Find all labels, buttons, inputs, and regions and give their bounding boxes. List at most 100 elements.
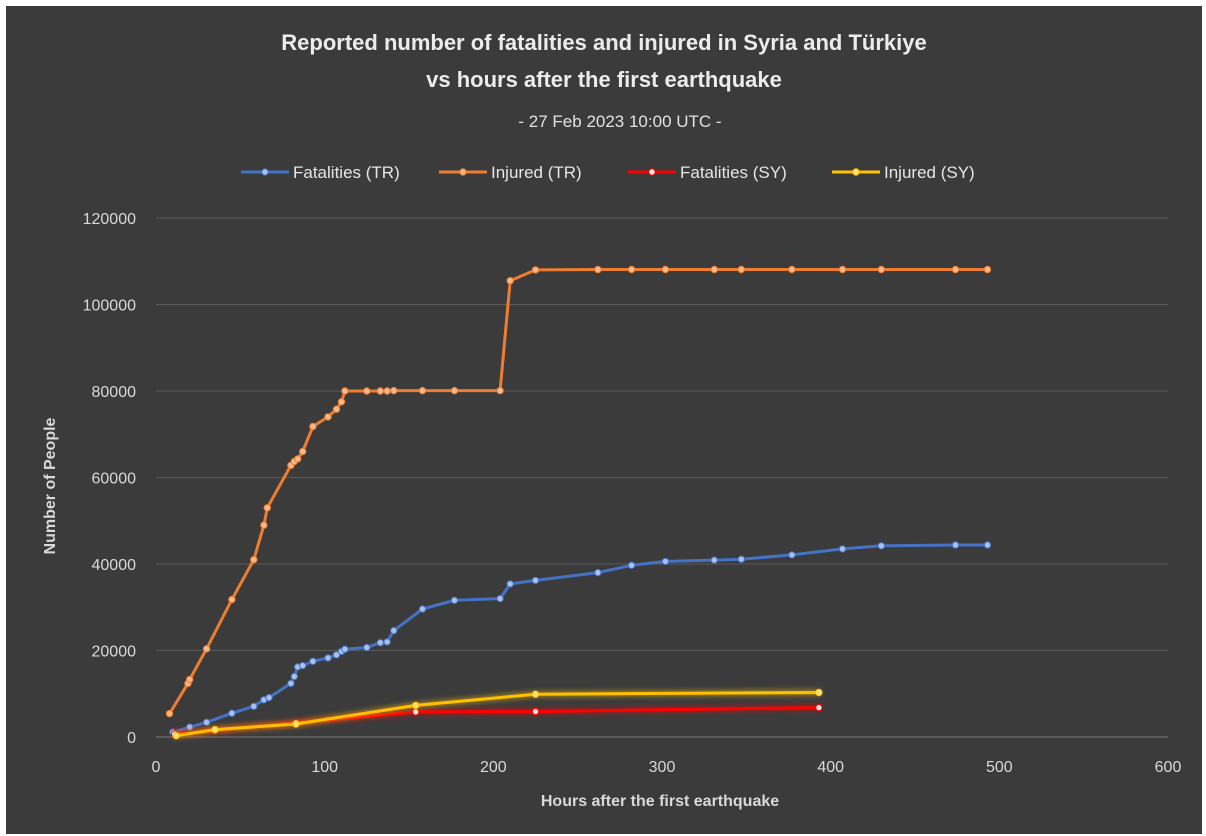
data-point: [265, 693, 273, 702]
data-point: [661, 265, 670, 274]
data-point: [788, 551, 796, 559]
gridlines: [156, 217, 1168, 738]
data-point: [383, 387, 391, 395]
data-point: [172, 732, 180, 740]
x-tick-label: 100: [311, 759, 338, 776]
data-point: [383, 638, 391, 646]
data-point: [186, 675, 194, 684]
data-point: [983, 265, 992, 274]
y-tick-label: 120000: [83, 211, 136, 228]
data-point: [337, 398, 346, 406]
data-point: [418, 386, 427, 395]
chart-title-line-2: vs hours after the first earthquake: [426, 67, 782, 92]
legend: Fatalities (TR) Injured (TR) Fatalities (S…: [241, 163, 975, 182]
series-fatalities-tr: [169, 541, 992, 736]
data-point: [661, 557, 670, 566]
data-point: [228, 709, 236, 717]
data-point: [531, 576, 540, 585]
series-injured-tr: [165, 265, 992, 718]
data-point: [838, 265, 847, 274]
data-point: [228, 595, 236, 604]
data-point: [815, 688, 823, 697]
data-point: [710, 556, 718, 564]
data-point: [496, 386, 504, 395]
x-tick-label: 500: [986, 759, 1013, 776]
data-point: [250, 556, 258, 564]
data-point: [341, 645, 349, 653]
series-line: [168, 268, 989, 716]
data-point: [450, 596, 459, 604]
data-point: [531, 707, 540, 716]
x-tick-label: 0: [152, 759, 161, 776]
data-point: [506, 277, 514, 285]
legend-marker: [261, 168, 269, 176]
data-point: [211, 725, 219, 734]
data-point: [299, 447, 307, 456]
data-point: [332, 405, 341, 413]
chart-subtitle: - 27 Feb 2023 10:00 UTC -: [518, 112, 721, 131]
series-injured-sy: [172, 688, 823, 740]
data-point: [815, 703, 823, 712]
chart-panel: Reported number of fatalities and injure…: [6, 6, 1202, 834]
data-point: [263, 504, 271, 512]
data-point: [627, 561, 636, 569]
data-point: [260, 521, 268, 529]
x-tick-label: 300: [649, 759, 676, 776]
series-layer: [165, 265, 992, 740]
y-axis-title: Number of People: [42, 417, 59, 554]
data-point: [250, 702, 258, 710]
legend-label: Fatalities (TR): [293, 163, 400, 182]
data-point: [390, 626, 398, 635]
data-point: [983, 541, 992, 549]
data-point: [531, 266, 540, 274]
data-point: [390, 386, 398, 395]
data-point: [363, 387, 371, 395]
legend-marker: [648, 168, 656, 176]
data-point: [838, 545, 847, 553]
series-fatalities-sy: [170, 703, 823, 738]
legend-marker: [852, 168, 860, 176]
data-point: [363, 643, 371, 652]
data-point: [292, 720, 300, 728]
data-point: [496, 594, 504, 603]
data-point: [332, 651, 341, 659]
data-point: [324, 413, 332, 421]
data-point: [287, 679, 295, 688]
data-point: [450, 386, 459, 395]
y-tick-label: 0: [127, 730, 136, 747]
legend-label: Injured (SY): [884, 163, 975, 182]
data-point: [951, 541, 960, 549]
y-tick-label: 40000: [92, 557, 137, 574]
data-point: [202, 718, 211, 726]
data-point: [165, 709, 174, 718]
y-tick-label: 100000: [83, 298, 136, 315]
data-point: [299, 661, 307, 670]
data-point: [737, 555, 745, 563]
y-tick-label: 60000: [92, 471, 137, 488]
series-line: [171, 543, 989, 734]
data-point: [376, 387, 384, 395]
data-point: [309, 422, 317, 431]
data-point: [341, 387, 349, 395]
line-chart: Reported number of fatalities and injure…: [42, 30, 1182, 810]
data-point: [506, 580, 514, 588]
data-point: [531, 690, 540, 698]
data-point: [877, 265, 885, 274]
x-tick-label: 600: [1155, 759, 1182, 776]
data-point: [418, 605, 427, 613]
data-point: [594, 265, 602, 274]
x-tick-label: 200: [480, 759, 507, 776]
data-point: [412, 708, 420, 716]
data-point: [788, 265, 796, 274]
chart-title-line-1: Reported number of fatalities and injure…: [281, 30, 926, 55]
y-tick-label: 20000: [92, 644, 137, 661]
data-point: [202, 645, 211, 653]
legend-label: Fatalities (SY): [680, 163, 787, 182]
legend-label: Injured (TR): [491, 163, 582, 182]
data-point: [376, 639, 384, 647]
x-axis-title: Hours after the first earthquake: [541, 793, 779, 810]
data-point: [309, 657, 317, 665]
data-point: [951, 265, 960, 274]
data-point: [877, 542, 885, 550]
data-point: [412, 701, 420, 710]
